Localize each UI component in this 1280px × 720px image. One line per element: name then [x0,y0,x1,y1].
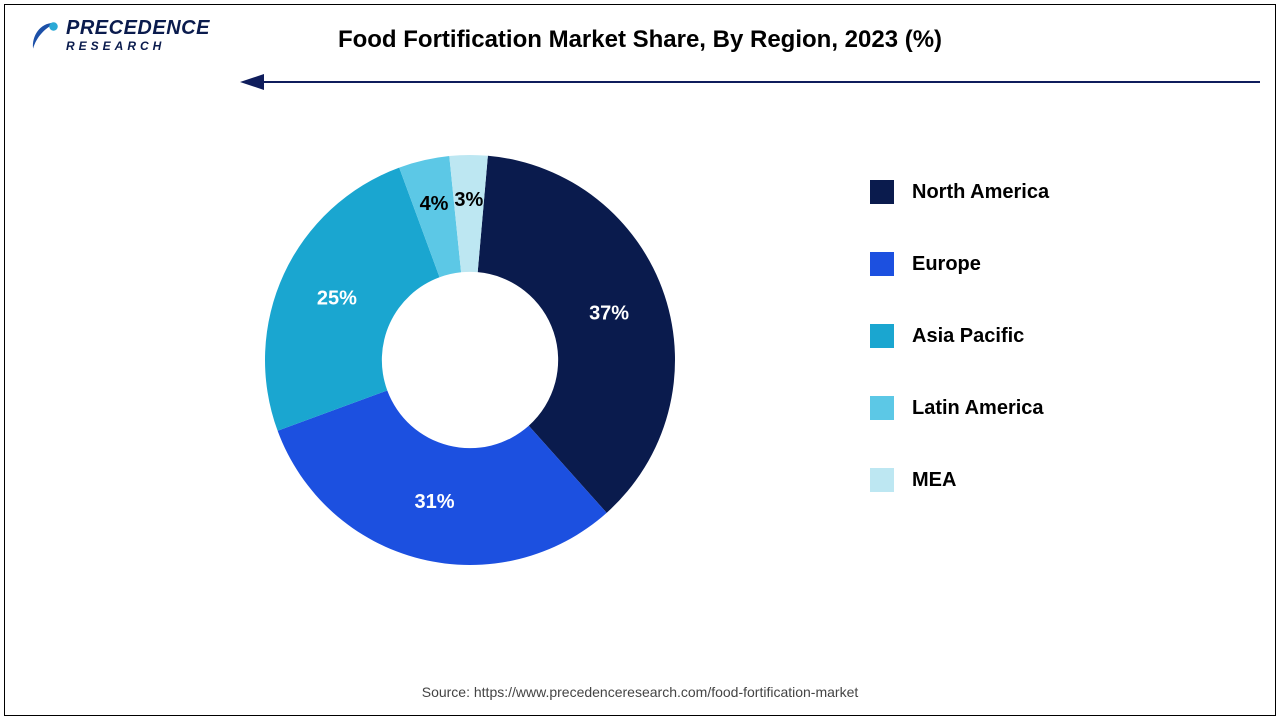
legend-item: North America [870,180,1170,204]
legend-swatch [870,324,894,348]
slice-label: 25% [317,288,357,310]
legend-label: Europe [912,253,981,276]
slice-label: 37% [589,303,629,325]
donut-chart: 37% 31% 25% 4%3% [260,150,680,570]
legend-swatch [870,468,894,492]
legend-item: Asia Pacific [870,324,1170,348]
legend-swatch [870,252,894,276]
legend-label: MEA [912,469,956,492]
slice-label: 31% [415,491,455,513]
legend-label: Latin America [912,397,1044,420]
legend-item: MEA [870,468,1170,492]
donut-wrap: 37% 31% 25% 4%3% [260,150,680,570]
legend-label: North America [912,181,1049,204]
chart-title: Food Fortification Market Share, By Regi… [0,26,1280,54]
slice-label: 3% [454,189,483,211]
legend-item: Latin America [870,396,1170,420]
legend-label: Asia Pacific [912,325,1024,348]
donut-hole [383,273,557,447]
slice-label: 4% [420,193,449,215]
arrow-divider [240,72,1260,92]
legend: North America Europe Asia Pacific Latin Ame… [870,180,1170,540]
legend-swatch [870,180,894,204]
legend-item: Europe [870,252,1170,276]
legend-swatch [870,396,894,420]
source-text: Source: https://www.precedenceresearch.c… [0,684,1280,700]
